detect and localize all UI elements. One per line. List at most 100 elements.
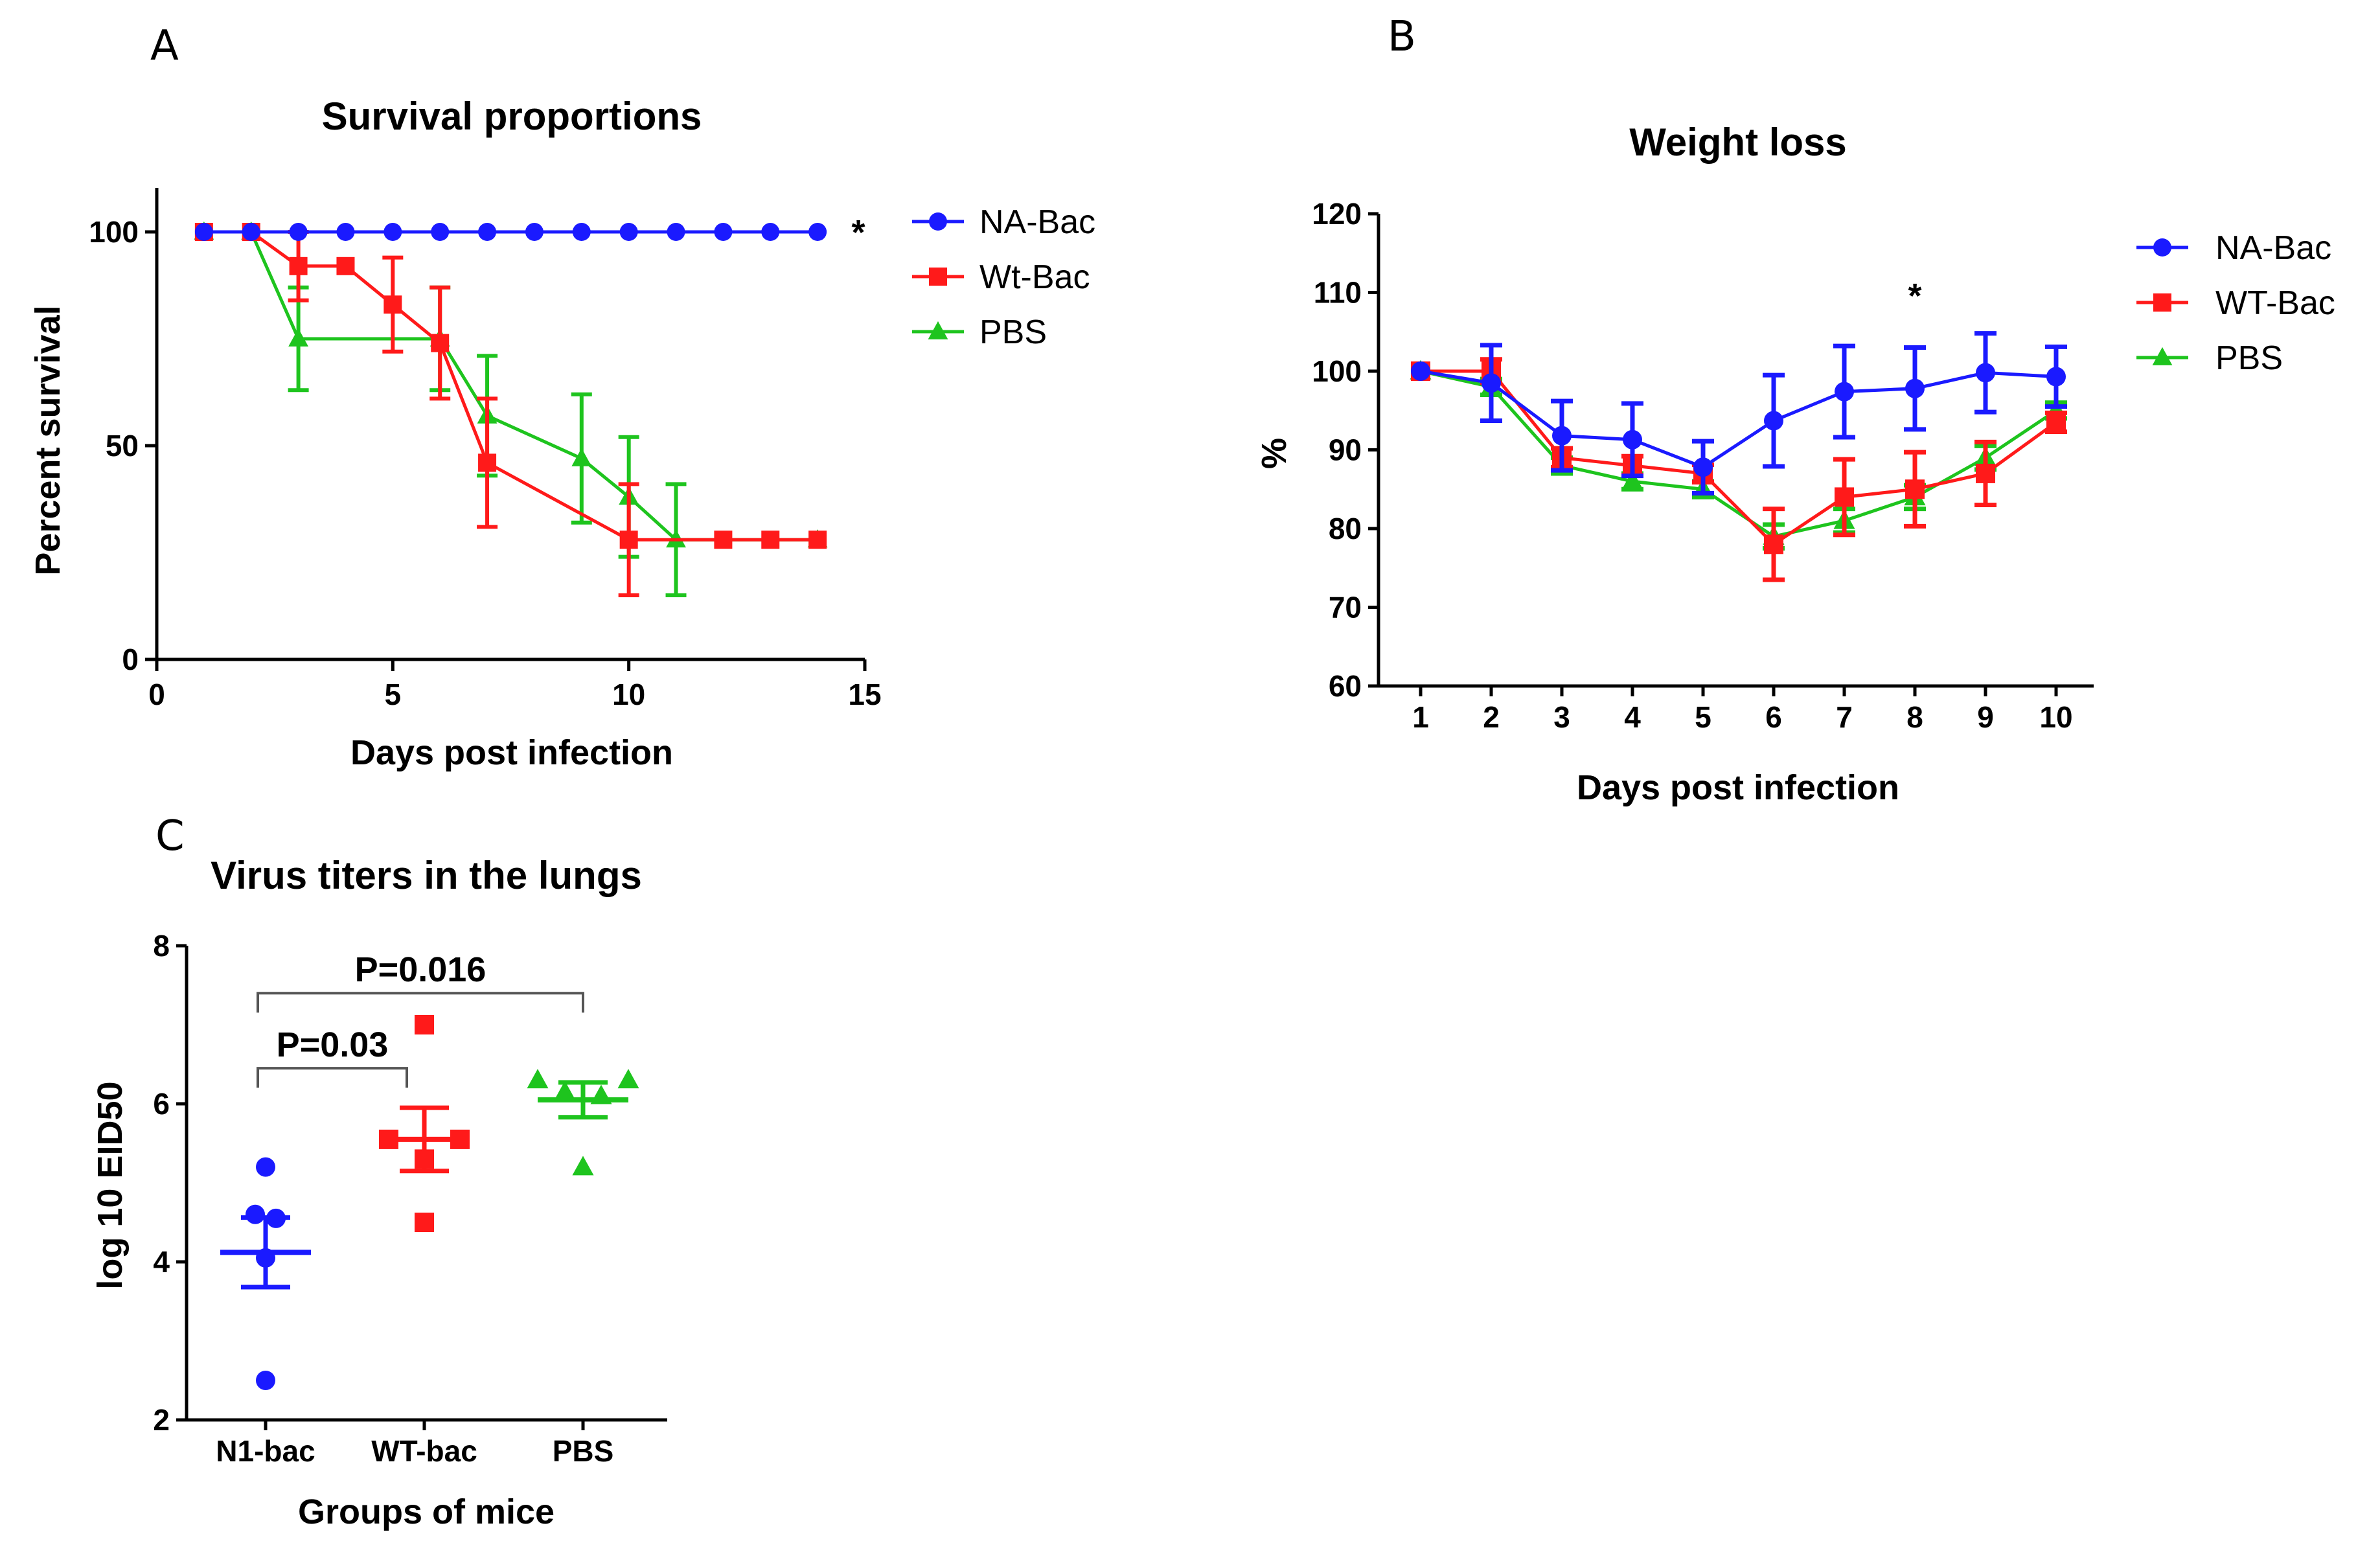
survival-point-na-bac	[383, 223, 402, 241]
panel-letter-b: B	[1388, 13, 1416, 61]
virus-titers-point-wt-bac	[415, 1213, 434, 1232]
virus-titers-point-n1-bac	[256, 1371, 275, 1390]
survival-point-na-bac	[714, 223, 733, 241]
survival-point-wt-bac	[431, 334, 450, 352]
virus-titers-point-pbs	[572, 1156, 594, 1176]
survival-point-na-bac	[431, 223, 450, 241]
survival-point-pbs	[288, 328, 308, 347]
survival-point-wt-bac	[619, 531, 638, 549]
virus-titers-point-wt-bac	[415, 1015, 434, 1034]
survival-x-axis-label: Days post infection	[350, 733, 673, 772]
virus-titers-point-pbs	[617, 1069, 639, 1089]
virus-titers-comparison-bracket	[257, 992, 584, 1013]
weight-loss-y-tick-label: 120	[1312, 197, 1362, 231]
virus-titers-point-pbs	[527, 1069, 549, 1089]
survival-legend-label-wt-bac: Wt-Bac	[979, 258, 1090, 296]
survival-point-na-bac	[525, 223, 544, 241]
survival-point-na-bac	[572, 223, 591, 241]
survival-y-tick-label: 50	[106, 429, 139, 463]
virus-titers-x-tick-label: N1-bac	[216, 1434, 315, 1468]
virus-titers-point-pbs	[554, 1080, 576, 1101]
weight-loss-x-tick-label: 1	[1412, 700, 1429, 734]
weight-loss-y-axis-label: %	[1255, 438, 1294, 469]
virus-titers-group-n1-bac	[220, 1157, 311, 1390]
survival-point-wt-bac	[383, 295, 402, 314]
virus-titers-point-wt-bac	[450, 1129, 470, 1149]
weight-loss-point-wt-bac	[1976, 463, 1995, 483]
virus-titers-chart: Virus titers in the lungs Groups of mice…	[91, 854, 667, 1531]
weight-loss-y-tick-label: 70	[1329, 591, 1362, 624]
survival-point-wt-bac	[336, 257, 355, 275]
virus-titers-comparison-bracket	[257, 1067, 408, 1088]
virus-titers-comparison-label: P=0.03	[277, 1025, 389, 1064]
weight-loss-series-line-na-bac	[1420, 369, 2057, 470]
survival-chart-title: Survival proportions	[322, 95, 702, 138]
survival-point-wt-bac	[478, 453, 497, 472]
survival-point-wt-bac	[808, 531, 827, 549]
weight-loss-x-tick-label: 8	[1906, 700, 1923, 734]
virus-titers-y-axis-label: log 10 EID50	[91, 1081, 130, 1289]
survival-legend-label-na-bac: NA-Bac	[979, 203, 1095, 241]
survival-point-wt-bac	[289, 257, 308, 275]
survival-point-na-bac	[478, 223, 497, 241]
weight-loss-legend-marker-pbs	[2152, 347, 2173, 365]
survival-point-pbs	[571, 448, 592, 466]
virus-titers-point-pbs	[590, 1084, 612, 1104]
weight-loss-legend-label-na-bac: NA-Bac	[2215, 229, 2331, 267]
weight-loss-x-axis-label: Days post infection	[1577, 768, 1899, 807]
weight-loss-y-tick-label: 110	[1314, 276, 1362, 310]
weight-loss-x-tick-label: 4	[1624, 700, 1641, 734]
weight-loss-legend-marker-wt-bac	[2153, 293, 2171, 312]
survival-point-na-bac	[289, 223, 308, 241]
virus-titers-point-wt-bac	[379, 1129, 398, 1149]
survival-y-axis-label: Percent survival	[29, 305, 67, 575]
weight-loss-point-na-bac	[1552, 426, 1572, 446]
virus-titers-point-n1-bac	[266, 1208, 286, 1228]
virus-titers-group-wt-bac	[379, 1015, 470, 1232]
survival-series-line-pbs	[203, 230, 818, 542]
weight-loss-y-tick-label: 100	[1312, 354, 1362, 388]
survival-x-tick-label: 15	[848, 678, 881, 711]
weight-loss-significance-star: *	[1908, 277, 1921, 315]
weight-loss-x-tick-label: 7	[1836, 700, 1853, 734]
survival-point-na-bac	[808, 223, 827, 241]
virus-titers-point-n1-bac	[256, 1248, 275, 1268]
weight-loss-point-na-bac	[1976, 363, 1995, 383]
weight-loss-legend-label-pbs: PBS	[2215, 339, 2283, 377]
weight-loss-point-na-bac	[1905, 378, 1925, 398]
survival-legend-label-pbs: PBS	[979, 314, 1047, 351]
weight-loss-x-tick-label: 5	[1695, 700, 1711, 734]
weight-loss-y-tick-label: 90	[1329, 433, 1362, 467]
virus-titers-group-pbs	[527, 1069, 639, 1176]
virus-titers-y-tick-label: 2	[153, 1403, 170, 1437]
weight-loss-x-tick-label: 9	[1977, 700, 1994, 734]
survival-chart: Survival proportions Days post infection…	[29, 95, 1095, 772]
survival-point-na-bac	[761, 223, 780, 241]
weight-loss-y-tick-label: 80	[1329, 512, 1362, 545]
weight-loss-x-tick-label: 2	[1483, 700, 1500, 734]
virus-titers-x-axis-label: Groups of mice	[298, 1492, 555, 1531]
survival-y-tick-label: 0	[122, 643, 139, 676]
weight-loss-x-tick-label: 3	[1553, 700, 1570, 734]
virus-titers-y-tick-label: 4	[153, 1245, 170, 1279]
survival-x-tick-label: 10	[612, 678, 645, 711]
survival-legend-marker-pbs	[928, 321, 948, 339]
weight-loss-legend-marker-na-bac	[2153, 238, 2171, 257]
panel-letter-a: A	[150, 22, 179, 70]
weight-loss-series-wt-bac	[1411, 357, 2067, 582]
survival-x-tick-label: 0	[148, 678, 165, 711]
virus-titers-y-tick-label: 6	[153, 1087, 170, 1121]
weight-loss-legend-label-wt-bac: WT-Bac	[2215, 284, 2335, 322]
survival-point-wt-bac	[761, 531, 780, 549]
weight-loss-point-pbs	[1621, 470, 1643, 490]
weight-loss-chart: Weight loss Days post infection % * 1 2 3 4…	[1255, 120, 2335, 807]
survival-y-tick-label: 100	[89, 215, 139, 249]
weight-loss-point-na-bac	[1623, 429, 1642, 450]
virus-titers-comparison-label: P=0.016	[355, 950, 486, 989]
virus-titers-point-n1-bac	[246, 1204, 265, 1224]
survival-point-na-bac	[336, 223, 355, 241]
weight-loss-point-na-bac	[2046, 367, 2066, 387]
panel-letter-c: C	[155, 812, 185, 860]
survival-legend-marker-wt-bac	[929, 268, 947, 286]
